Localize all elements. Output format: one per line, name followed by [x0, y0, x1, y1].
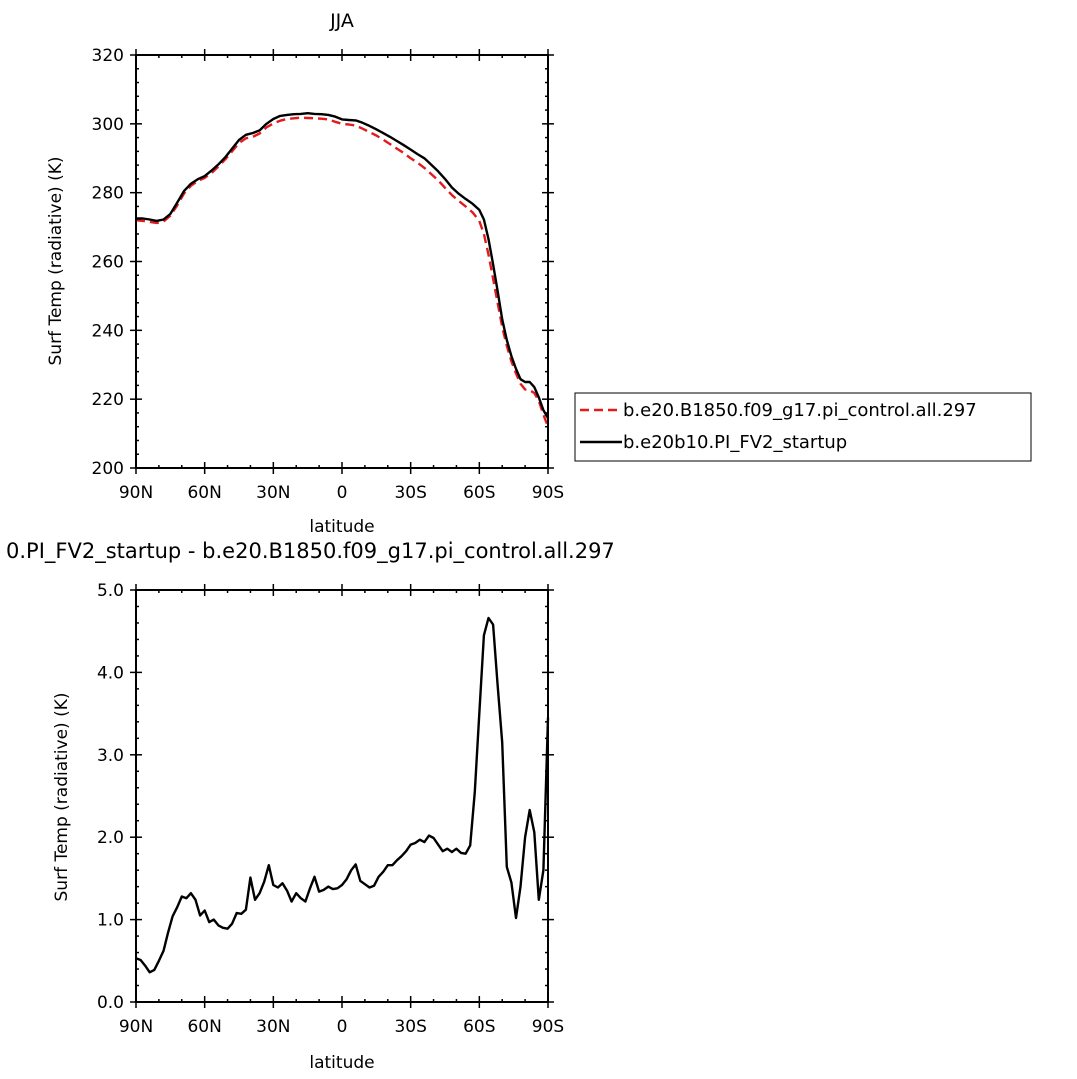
bottom-y-tick-label: 1.0	[97, 911, 124, 931]
bottom-y-tick-label: 4.0	[97, 663, 124, 683]
top-plot-frame	[135, 54, 549, 469]
top-y-tick-label: 300	[92, 115, 124, 135]
bottom-x-tick-label: 60S	[463, 1017, 495, 1037]
top-x-tick-label: 60N	[187, 483, 221, 503]
top-y-tick-label: 200	[92, 459, 124, 479]
bottom-x-tick-label: 30S	[394, 1017, 426, 1037]
top-panel: JJA 90N 60N 30N 0 30S 60S 90S 200 220 240 260 280 30…	[46, 10, 1032, 537]
top-x-tick-label: 90S	[532, 483, 564, 503]
bottom-y-tick-label: 0.0	[97, 993, 124, 1013]
top-y-tick-label: 260	[92, 253, 124, 273]
legend-label-1: b.e20b10.PI_FV2_startup	[623, 432, 847, 453]
bottom-y-tick-label: 5.0	[97, 581, 124, 601]
bottom-y-tick-label: 3.0	[97, 746, 124, 766]
top-x-tick-label: 30N	[256, 483, 290, 503]
bottom-y-tick-label: 2.0	[97, 828, 124, 848]
top-chart-title: JJA	[329, 10, 354, 32]
legend-box	[574, 392, 1032, 462]
top-x-tick-label: 0	[337, 483, 348, 503]
top-x-axis-label: latitude	[309, 517, 374, 537]
bottom-x-tick-label: 90N	[119, 1017, 153, 1037]
bottom-x-axis-label: latitude	[309, 1053, 374, 1073]
bottom-chart-title: 0.PI_FV2_startup - b.e20.B1850.f09_g17.p…	[6, 539, 615, 564]
top-y-tick-label: 240	[92, 321, 124, 341]
bottom-panel: 0.PI_FV2_startup - b.e20.B1850.f09_g17.p…	[6, 539, 615, 1073]
top-x-tick-label: 60S	[463, 483, 495, 503]
legend: b.e20.B1850.f09_g17.pi_control.all.297 b…	[574, 392, 1032, 462]
bottom-x-tick-label: 0	[337, 1017, 348, 1037]
bottom-x-tick-label: 30N	[256, 1017, 290, 1037]
top-series-line-1	[136, 112, 550, 419]
top-y-tick-label: 280	[92, 184, 124, 204]
top-series-lines	[135, 112, 550, 428]
bottom-y-axis-label: Surf Temp (radiative) (K)	[52, 693, 72, 902]
top-y-tick-label: 320	[92, 46, 124, 66]
bottom-series-line-0	[135, 616, 550, 974]
bottom-x-tick-label: 90S	[532, 1017, 564, 1037]
top-y-tick-label: 220	[92, 390, 124, 410]
top-x-tick-label: 30S	[394, 483, 426, 503]
bottom-plot-frame	[135, 589, 549, 1003]
bottom-series-lines	[135, 616, 550, 974]
bottom-x-tick-label: 60N	[187, 1017, 221, 1037]
top-series-line-0	[135, 116, 550, 428]
legend-label-0: b.e20.B1850.f09_g17.pi_control.all.297	[623, 400, 977, 421]
top-y-axis-label: Surf Temp (radiative) (K)	[46, 157, 66, 366]
top-x-tick-label: 90N	[119, 483, 153, 503]
